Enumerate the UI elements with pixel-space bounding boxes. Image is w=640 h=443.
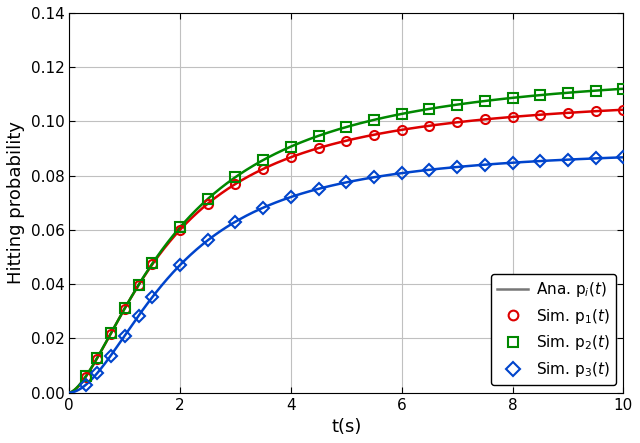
X-axis label: t(s): t(s) bbox=[331, 418, 362, 436]
Y-axis label: Hitting probability: Hitting probability bbox=[7, 121, 25, 284]
Legend: Ana. $\mathrm{p}_i(t)$, Sim. $\mathrm{p}_1(t)$, Sim. $\mathrm{p}_2(t)$, Sim. $\m: Ana. $\mathrm{p}_i(t)$, Sim. $\mathrm{p}… bbox=[492, 274, 616, 385]
